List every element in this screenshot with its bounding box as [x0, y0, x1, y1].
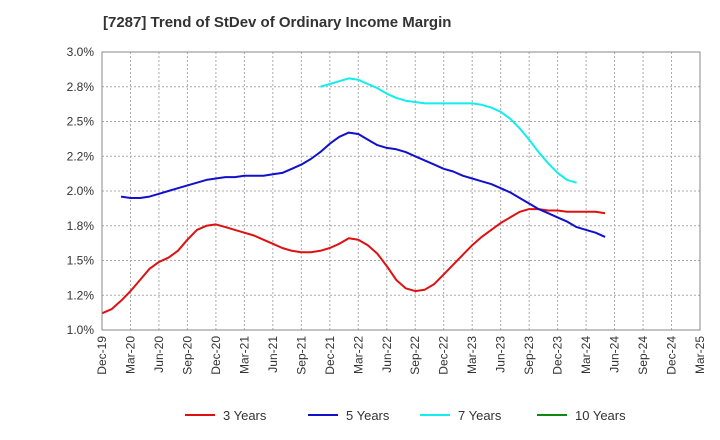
y-tick-label: 2.8%	[67, 80, 95, 94]
x-tick-label: Mar-25	[693, 336, 707, 374]
series-line-3-years	[101, 208, 606, 315]
series-lines	[101, 77, 606, 315]
x-tick-label: Jun-23	[494, 336, 508, 373]
y-tick-label: 1.0%	[67, 323, 95, 337]
legend-label: 7 Years	[458, 408, 502, 423]
x-tick-label: Sep-21	[294, 336, 308, 375]
legend-label: 3 Years	[223, 408, 267, 423]
x-tick-label: Mar-24	[579, 336, 593, 374]
x-tick-label: Jun-24	[608, 336, 622, 373]
x-tick-label: Sep-23	[522, 336, 536, 375]
y-tick-label: 1.5%	[67, 254, 95, 268]
y-tick-label: 2.2%	[67, 149, 95, 163]
chart-title: [7287] Trend of StDev of Ordinary Income…	[103, 14, 452, 31]
x-tick-label: Dec-21	[323, 336, 337, 375]
x-tick-label: Mar-21	[237, 336, 251, 374]
y-tick-label: 2.5%	[67, 115, 95, 129]
x-tick-label: Dec-19	[95, 336, 109, 375]
x-tick-label: Sep-22	[408, 336, 422, 375]
y-tick-label: 3.0%	[67, 45, 95, 59]
x-tick-label: Mar-20	[123, 336, 137, 374]
x-tick-label: Dec-23	[551, 336, 565, 375]
x-tick-label: Jun-20	[152, 336, 166, 373]
y-tick-label: 1.2%	[67, 288, 95, 302]
x-tick-label: Mar-22	[351, 336, 365, 374]
y-axis: 3.0% 2.8% 2.5% 2.2% 2.0% 1.8% 1.5% 1.2% 1.0%	[67, 45, 95, 337]
x-tick-label: Dec-20	[209, 336, 223, 375]
x-tick-label: Dec-24	[665, 336, 679, 375]
x-tick-label: Sep-20	[180, 336, 194, 375]
y-tick-label: 2.0%	[67, 184, 95, 198]
x-tick-label: Jun-21	[266, 336, 280, 373]
x-tick-label: Sep-24	[636, 336, 650, 375]
legend-label: 5 Years	[346, 408, 390, 423]
series-line-7-years	[320, 77, 577, 184]
y-tick-label: 1.8%	[67, 219, 95, 233]
grid	[101, 51, 701, 331]
series-line-5-years	[120, 131, 606, 238]
legend-label: 10 Years	[575, 408, 626, 423]
x-tick-label: Jun-22	[380, 336, 394, 373]
x-tick-label: Dec-22	[437, 336, 451, 375]
legend: 3 Years 5 Years 7 Years 10 Years	[185, 408, 626, 423]
plot-frame	[101, 51, 701, 331]
x-tick-label: Mar-23	[465, 336, 479, 374]
x-axis: Dec-19 Mar-20 Jun-20 Sep-20 Dec-20 Mar-21 Jun-…	[95, 336, 707, 375]
